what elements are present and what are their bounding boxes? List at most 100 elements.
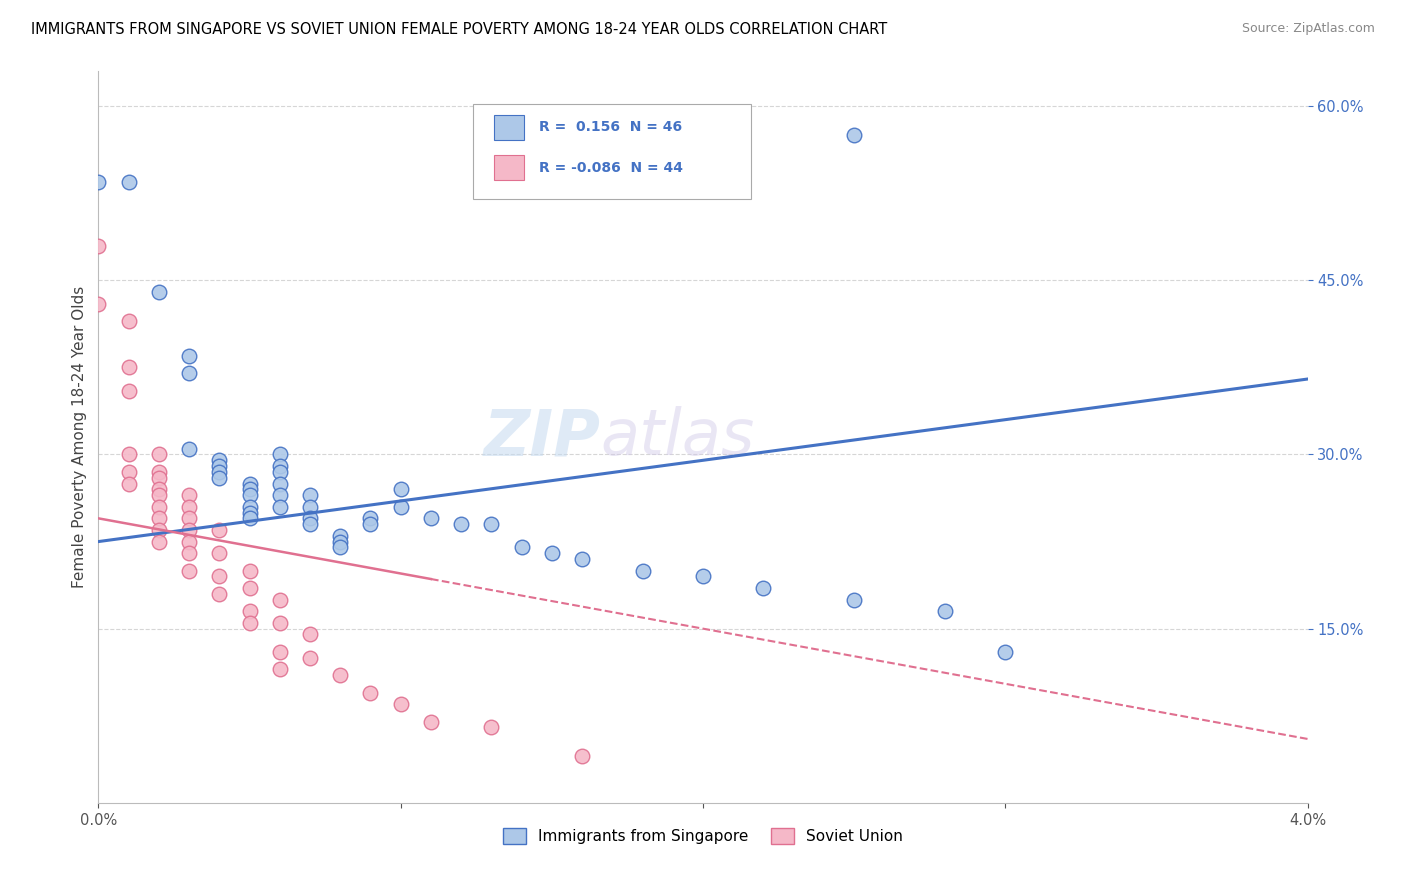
Point [118, 384, 141, 398]
Legend: Immigrants from Singapore, Soviet Union: Immigrants from Singapore, Soviet Union [496, 822, 910, 850]
Point [179, 546, 201, 560]
FancyBboxPatch shape [474, 104, 751, 200]
Point [118, 360, 141, 375]
Point [208, 459, 231, 474]
Point [389, 500, 412, 514]
Point [631, 564, 654, 578]
Point [208, 587, 231, 601]
Point [389, 483, 412, 497]
Y-axis label: Female Poverty Among 18-24 Year Olds: Female Poverty Among 18-24 Year Olds [72, 286, 87, 588]
Point [118, 448, 141, 462]
Point [269, 488, 291, 502]
Point [87, 238, 110, 252]
Text: R = -0.086  N = 44: R = -0.086 N = 44 [538, 161, 682, 175]
Point [179, 534, 201, 549]
Point [269, 662, 291, 676]
Text: atlas: atlas [600, 406, 755, 468]
Point [269, 592, 291, 607]
Point [239, 483, 262, 497]
Point [299, 500, 322, 514]
Text: IMMIGRANTS FROM SINGAPORE VS SOVIET UNION FEMALE POVERTY AMONG 18-24 YEAR OLDS C: IMMIGRANTS FROM SINGAPORE VS SOVIET UNIO… [31, 22, 887, 37]
Point [269, 448, 291, 462]
Point [179, 500, 201, 514]
Point [148, 471, 170, 485]
Point [148, 483, 170, 497]
Point [269, 476, 291, 491]
Point [208, 546, 231, 560]
Point [208, 471, 231, 485]
Point [329, 534, 352, 549]
Point [179, 511, 201, 525]
Point [269, 645, 291, 659]
Point [420, 714, 443, 729]
Point [329, 668, 352, 682]
Point [420, 511, 443, 525]
Point [148, 448, 170, 462]
Point [571, 749, 593, 764]
Point [179, 488, 201, 502]
Point [118, 476, 141, 491]
Point [179, 523, 201, 537]
Point [239, 615, 262, 630]
Point [87, 175, 110, 189]
Point [481, 517, 503, 532]
Text: R =  0.156  N = 46: R = 0.156 N = 46 [538, 120, 682, 134]
Point [239, 581, 262, 595]
Point [179, 349, 201, 363]
Point [239, 511, 262, 525]
Point [299, 517, 322, 532]
Point [148, 523, 170, 537]
Point [299, 488, 322, 502]
Point [934, 604, 956, 618]
Point [239, 506, 262, 520]
Text: ZIP: ZIP [484, 406, 600, 468]
Point [208, 523, 231, 537]
Point [510, 541, 533, 555]
Point [179, 366, 201, 380]
Point [571, 552, 593, 566]
Point [269, 459, 291, 474]
Point [239, 476, 262, 491]
Point [208, 465, 231, 479]
Point [269, 615, 291, 630]
Point [450, 517, 472, 532]
Point [148, 500, 170, 514]
Point [118, 314, 141, 328]
Point [994, 645, 1017, 659]
Point [844, 128, 866, 143]
Point [481, 720, 503, 734]
Point [329, 541, 352, 555]
Point [299, 650, 322, 665]
Point [179, 564, 201, 578]
Point [118, 175, 141, 189]
Point [329, 529, 352, 543]
Bar [494, 115, 524, 139]
Point [148, 488, 170, 502]
Point [269, 465, 291, 479]
Point [87, 296, 110, 310]
Point [692, 569, 714, 583]
Point [208, 569, 231, 583]
Point [208, 453, 231, 467]
Point [148, 465, 170, 479]
Point [179, 442, 201, 456]
Point [540, 546, 562, 560]
Point [844, 592, 866, 607]
Point [360, 685, 382, 699]
Point [389, 697, 412, 711]
Point [269, 500, 291, 514]
Point [299, 511, 322, 525]
Point [148, 285, 170, 299]
Point [118, 465, 141, 479]
Point [752, 581, 775, 595]
Point [239, 604, 262, 618]
Point [239, 488, 262, 502]
Point [360, 511, 382, 525]
Point [239, 500, 262, 514]
Bar [494, 155, 524, 180]
Text: Source: ZipAtlas.com: Source: ZipAtlas.com [1241, 22, 1375, 36]
Point [148, 511, 170, 525]
Point [360, 517, 382, 532]
Point [239, 564, 262, 578]
Point [148, 534, 170, 549]
